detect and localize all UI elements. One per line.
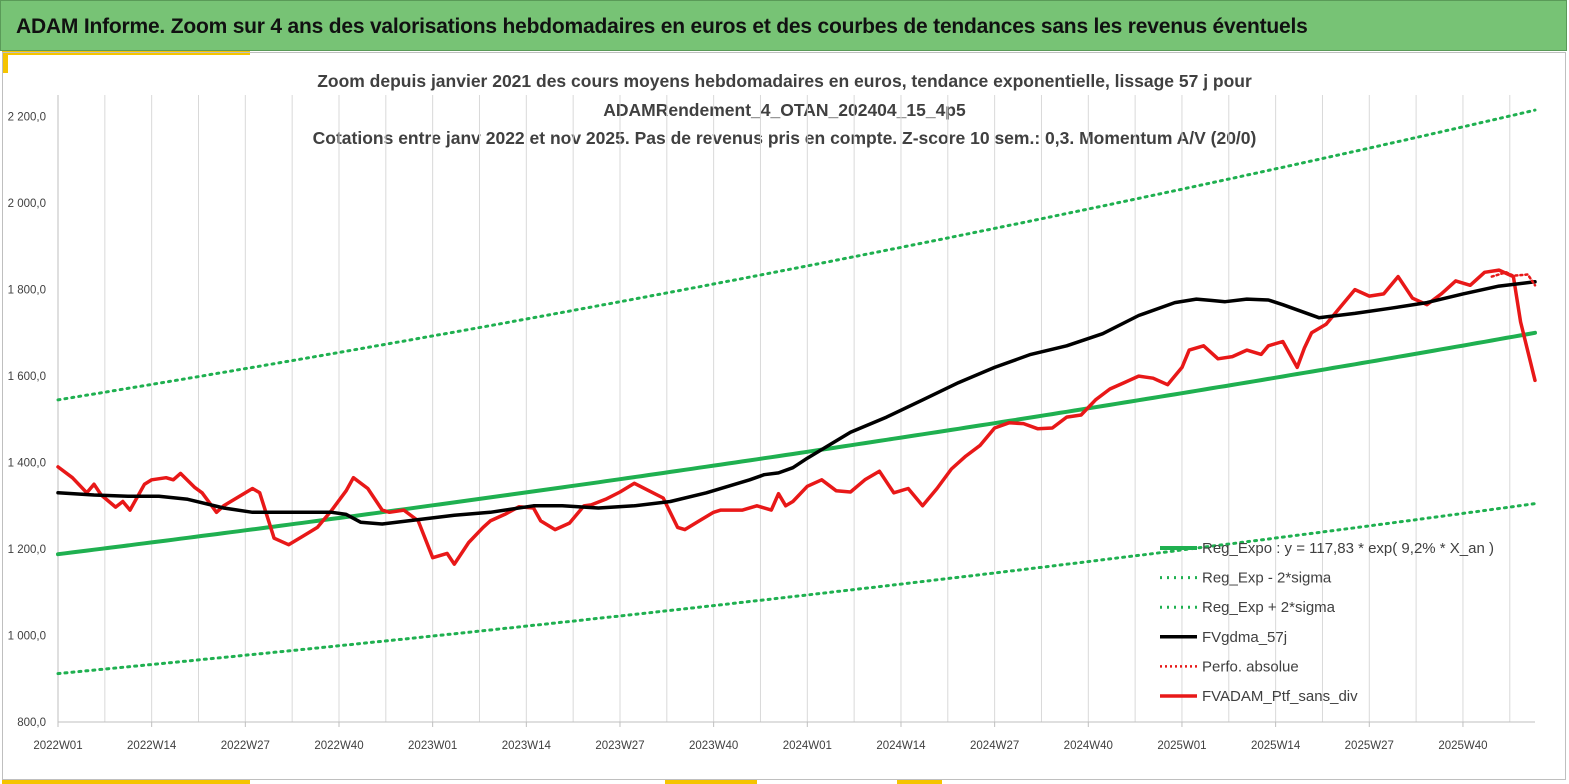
y-tick-label: 1 800,0 [8,285,46,297]
chart-frame [2,52,1566,780]
x-tick-label: 2023W01 [408,740,457,752]
y-tick-label: 1 200,0 [8,544,46,556]
chart-title-line-2: ADAMRendement_4_OTAN_202404_15_4p5 [603,100,966,120]
x-tick-label: 2025W14 [1251,740,1301,752]
accent-bar-bottom-mid [665,779,757,784]
legend: Reg_Expo : y = 117,83 * exp( 9,2% * X_an… [1160,540,1494,705]
y-tick-label: 1 600,0 [8,371,46,383]
legend-item-fvgdma-57j-label: FVgdma_57j [1202,629,1287,646]
x-tick-label: 2023W14 [502,740,552,752]
y-tick-label: 2 200,0 [8,112,46,124]
accent-bar-top [2,51,250,55]
fvgdma-57j-line [56,280,1537,526]
banner-title: ADAM Informe. Zoom sur 4 ans des valoris… [16,15,1308,38]
x-tick-label: 2022W27 [221,740,270,752]
y-tick-label: 800,0 [17,717,46,729]
chart-title-line-3: Cotations entre janv 2022 et nov 2025. P… [312,128,1257,148]
y-tick-label: 2 000,0 [8,198,46,210]
x-tick-label: 2022W40 [314,740,363,752]
chart-title-line-1: Zoom depuis janvier 2021 des cours moyen… [317,71,1252,91]
reg-expo-line [56,330,1537,557]
y-tick-label: 1 400,0 [8,458,46,470]
x-tick-label: 2025W01 [1157,740,1206,752]
legend-item-reg-expo-label: Reg_Expo : y = 117,83 * exp( 9,2% * X_an… [1202,540,1494,557]
x-tick-label: 2023W27 [595,740,644,752]
accent-bar-left [2,51,8,73]
accent-bar-bottom-left [2,779,250,784]
reg-exp-plus-2sigma-line [56,108,1537,402]
x-tick-label: 2024W14 [876,740,926,752]
report-banner: ADAM Informe. Zoom sur 4 ans des valoris… [0,0,1567,51]
fvadam-ptf-sans-div-line [56,268,1537,566]
x-tick-label: 2025W27 [1345,740,1394,752]
legend-item-reg-exp-plus-2sigma-label: Reg_Exp + 2*sigma [1202,599,1336,616]
x-tick-label: 2024W01 [783,740,832,752]
legend-item-perfo-absolue-label: Perfo. absolue [1202,658,1299,675]
y-tick-label: 1 000,0 [8,631,46,643]
x-tick-label: 2022W01 [33,740,82,752]
x-tick-label: 2023W40 [689,740,738,752]
legend-item-reg-exp-minus-2sigma-label: Reg_Exp - 2*sigma [1202,570,1332,587]
accent-bar-bottom-mid2 [897,779,942,784]
legend-item-fvadam-ptf-label: FVADAM_Ptf_sans_div [1202,688,1358,705]
reg-exp-minus-2sigma-line [56,502,1537,676]
perfo-absolue-line [1490,271,1537,287]
x-tick-label: 2024W40 [1064,740,1113,752]
x-tick-label: 2025W40 [1438,740,1487,752]
x-axis: 2022W01 2022W14 2022W27 2022W40 2023W01 2023W… [33,721,1535,752]
series-lines [56,108,1537,676]
y-axis: 800,0 1 000,0 1 200,0 1 400,0 1 600,0 1 800,0… [8,95,59,729]
x-tick-label: 2024W27 [970,740,1019,752]
x-tick-label: 2022W14 [127,740,177,752]
gridlines [57,95,1511,722]
